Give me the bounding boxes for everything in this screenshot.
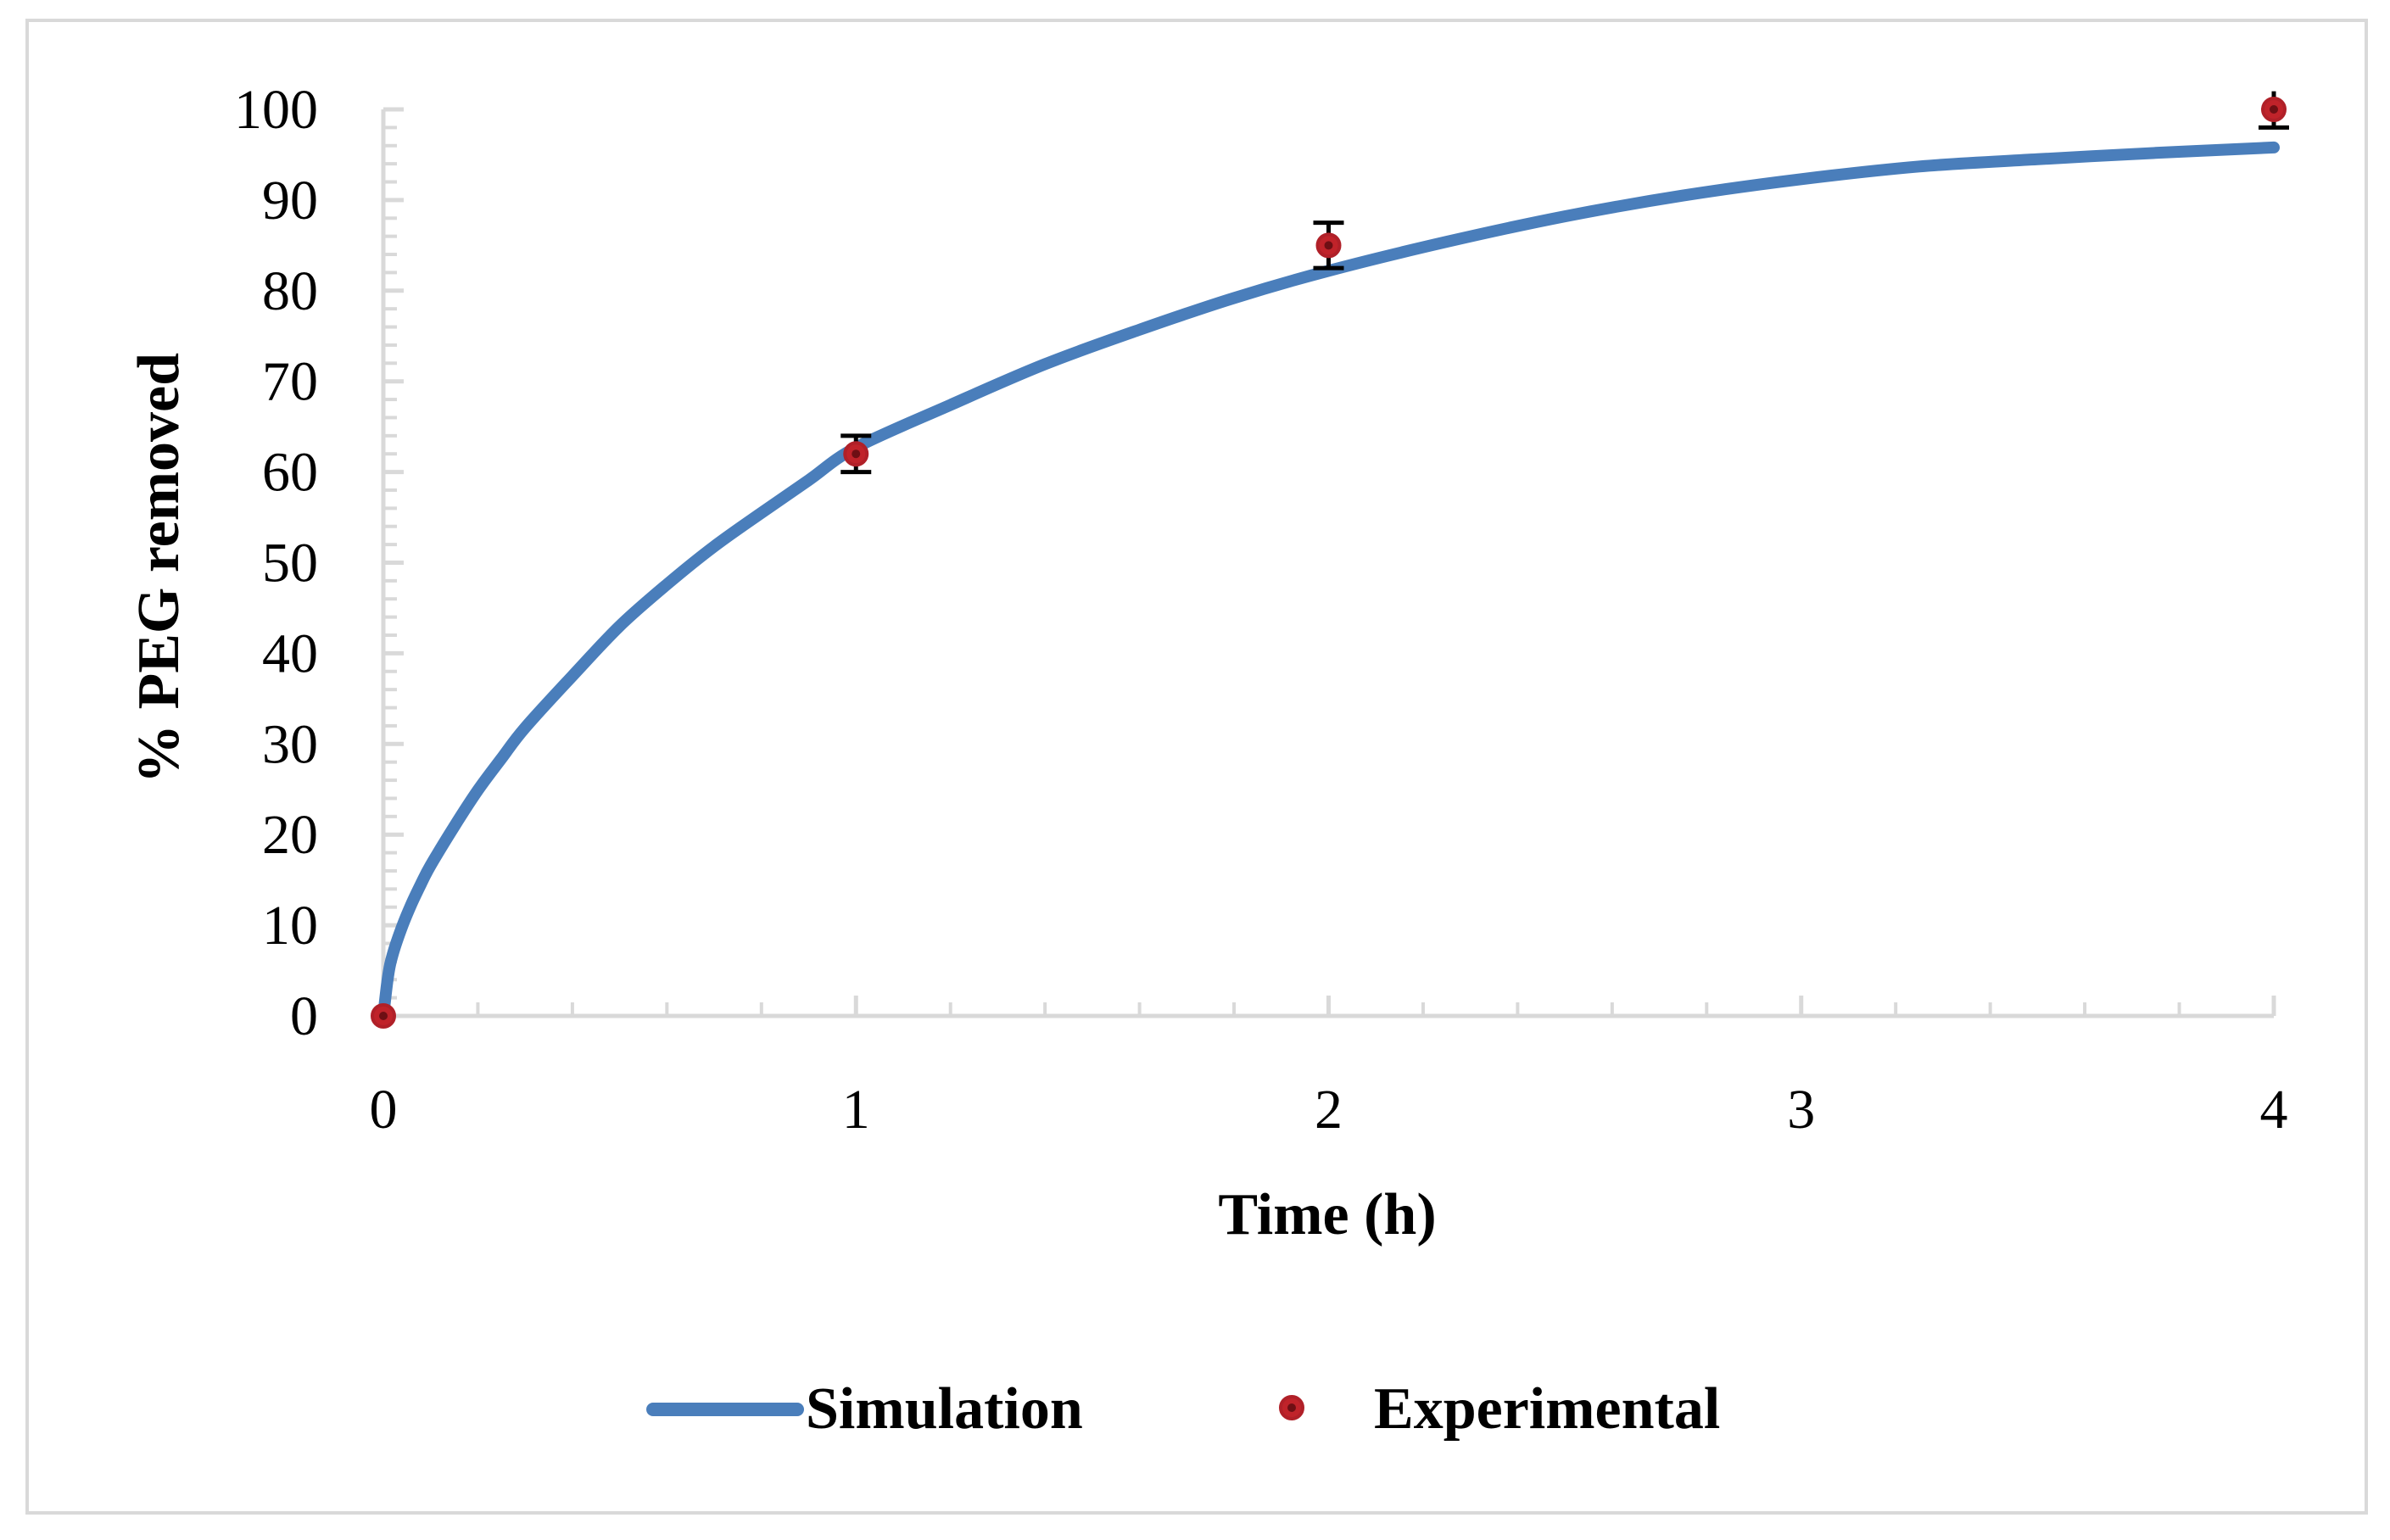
axes [381,107,2276,1018]
simulation-line [377,141,2280,1022]
legend-swatch-experimental-core [1287,1403,1296,1412]
legend-label-experimental: Experimental [1374,1376,1720,1442]
chart-frame [25,19,2368,1515]
legend: Simulation Experimental [646,1376,1720,1442]
x-tick-label: 2 [1315,1079,1343,1141]
series-layer [371,91,2289,1029]
y-tick-label: 50 [262,533,318,594]
y-tick-label: 40 [262,622,318,684]
y-tick-label: 70 [262,351,318,413]
x-tick-label: 4 [2260,1079,2288,1141]
x-tick-label: 3 [1787,1079,1815,1141]
x-tick-label: 0 [370,1079,398,1141]
experimental-point-core [2270,105,2278,114]
y-axis-title: % PEG removed [126,353,192,784]
y-tick-label: 30 [262,713,318,775]
y-tick-label: 20 [262,804,318,866]
y-tick-label: 80 [262,260,318,322]
labels-layer: Time (h) % PEG removed 01020304050607080… [126,79,2288,1247]
experimental-point-core [1324,241,1333,250]
y-tick-label: 90 [262,170,318,232]
legend-label-simulation: Simulation [806,1376,1083,1442]
y-tick-label: 10 [262,895,318,957]
y-tick-label: 0 [290,985,318,1047]
y-tick-label: 100 [234,79,318,141]
experimental-point-core [852,449,861,459]
experimental-point-core [379,1012,388,1020]
x-axis-title: Time (h) [1218,1182,1436,1247]
y-tick-label: 60 [262,442,318,504]
x-tick-label: 1 [842,1079,870,1141]
